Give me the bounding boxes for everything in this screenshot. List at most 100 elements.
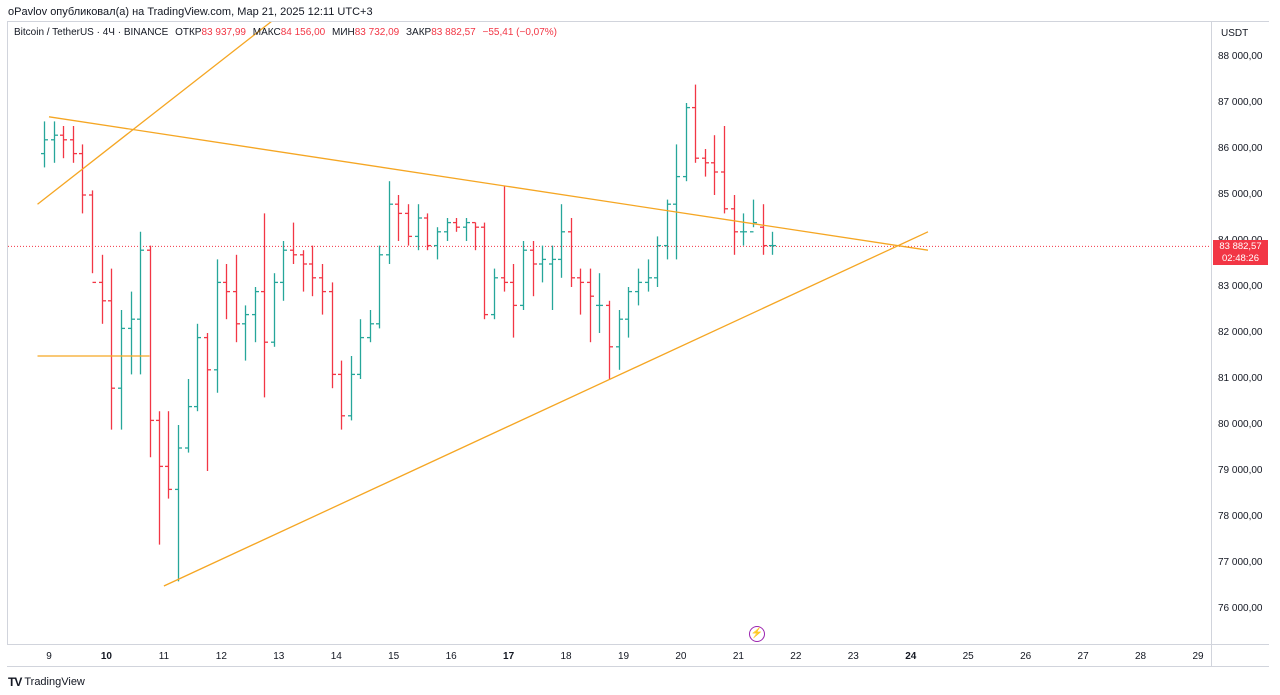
ohlc-bar[interactable] — [41, 121, 48, 168]
trendline — [48, 116, 929, 251]
ohlc-bar[interactable] — [156, 411, 163, 545]
ohlc-bar[interactable] — [510, 264, 517, 338]
ohlc-bar[interactable] — [463, 218, 470, 241]
ohlc-bar[interactable] — [769, 231, 776, 255]
legend-symbol[interactable]: Bitcoin / TetherUS · 4Ч · BINANCE — [14, 27, 169, 38]
ohlc-bar[interactable] — [348, 356, 355, 421]
ohlc-bar[interactable] — [147, 245, 154, 458]
ohlc-bar[interactable] — [309, 245, 316, 297]
ohlc-bar[interactable] — [128, 291, 135, 375]
ohlc-bar[interactable] — [367, 310, 374, 343]
ohlc-bar[interactable] — [185, 379, 192, 453]
ohlc-bar[interactable] — [214, 259, 221, 393]
ohlc-bar[interactable] — [587, 268, 594, 343]
ohlc-bar[interactable] — [319, 264, 326, 315]
ohlc-bar[interactable] — [530, 241, 537, 297]
time-tick-label: 23 — [847, 651, 859, 662]
price-tick-label: 82 000,00 — [1218, 327, 1263, 338]
time-tick-label: 19 — [617, 651, 630, 662]
ohlc-bar[interactable] — [357, 319, 364, 379]
ohlc-bar[interactable] — [721, 126, 728, 214]
time-tick-label: 21 — [732, 651, 744, 662]
ohlc-bar[interactable] — [539, 245, 546, 283]
ohlc-bar[interactable] — [108, 268, 115, 430]
ohlc-bar[interactable] — [280, 241, 287, 301]
ohlc-bar[interactable] — [491, 268, 498, 320]
ohlc-bar[interactable] — [558, 204, 565, 278]
ohlc-bar[interactable] — [204, 333, 211, 471]
ohlc-bar[interactable] — [702, 149, 709, 177]
ohlc-bar[interactable] — [271, 273, 278, 347]
ohlc-bar[interactable] — [645, 259, 652, 292]
ohlc-bar[interactable] — [79, 144, 86, 214]
ohlc-bar[interactable] — [549, 245, 556, 310]
ohlc-bar[interactable] — [740, 213, 747, 246]
ohlc-bar[interactable] — [415, 204, 422, 251]
ohlc-bar[interactable] — [194, 323, 201, 412]
ohlc-bar[interactable] — [711, 135, 718, 195]
ohlc-bar[interactable] — [405, 204, 412, 246]
ohlc-bar[interactable] — [654, 236, 661, 287]
ohlc-bar[interactable] — [472, 221, 479, 251]
ohlc-bar[interactable] — [683, 103, 690, 182]
ohlc-bar[interactable] — [118, 310, 125, 430]
ohlc-bar[interactable] — [223, 264, 230, 320]
ohlc-bar[interactable] — [261, 213, 268, 398]
time-tick-label: 11 — [158, 651, 170, 662]
ohlc-bar[interactable] — [760, 204, 767, 255]
ohlc-bar[interactable] — [70, 126, 77, 163]
time-tick-label: 12 — [215, 651, 227, 662]
ohlc-bar[interactable] — [501, 185, 508, 292]
ohlc-bar[interactable] — [606, 300, 613, 379]
ohlc-bar[interactable] — [596, 273, 603, 333]
ohlc-bar[interactable] — [568, 218, 575, 287]
ohlc-bar[interactable] — [750, 199, 757, 233]
ohlc-bar[interactable] — [673, 144, 680, 260]
ohlc-bar[interactable] — [577, 268, 584, 315]
trendline — [163, 231, 929, 587]
time-tick-label: 27 — [1077, 651, 1089, 662]
ohlc-bar[interactable] — [300, 250, 307, 292]
ohlc-bar[interactable] — [731, 195, 738, 255]
ohlc-bar[interactable] — [329, 282, 336, 389]
ohlc-bar[interactable] — [233, 254, 240, 343]
last-price-value: 83 882,57 — [1219, 241, 1262, 252]
ohlc-bar[interactable] — [99, 254, 106, 324]
time-tick-label: 24 — [905, 651, 917, 662]
ohlc-bar[interactable] — [692, 84, 699, 163]
ohlc-bar[interactable] — [338, 360, 345, 430]
time-tick-label: 20 — [675, 651, 687, 662]
currency-label[interactable]: USDT — [1221, 28, 1249, 39]
ohlc-bar[interactable] — [625, 287, 632, 338]
time-tick-label: 25 — [962, 651, 974, 662]
ohlc-bar[interactable] — [89, 190, 96, 284]
ohlc-bar[interactable] — [520, 241, 527, 310]
ohlc-bar[interactable] — [242, 305, 249, 361]
legend-open-value: 83 937,99 — [201, 27, 246, 38]
ohlc-bar[interactable] — [386, 181, 393, 264]
ohlc-bar[interactable] — [635, 268, 642, 306]
ohlc-bar[interactable] — [424, 213, 431, 251]
ohlc-bar[interactable] — [60, 126, 67, 159]
ohlc-bar[interactable] — [252, 287, 259, 343]
legend-close-value: 83 882,57 — [431, 27, 476, 38]
ohlc-bar[interactable] — [481, 222, 488, 320]
ohlc-bar[interactable] — [290, 222, 297, 264]
price-tick-label: 87 000,00 — [1218, 97, 1263, 108]
ohlc-bar[interactable] — [664, 199, 671, 260]
ohlc-bar[interactable] — [137, 231, 144, 375]
ohlc-bar[interactable] — [51, 121, 58, 163]
ohlc-bar[interactable] — [376, 245, 383, 329]
legend-change-value: −55,41 (−0,07%) — [482, 27, 558, 38]
lightning-icon[interactable]: ⚡ — [749, 626, 765, 642]
time-tick-label: 13 — [273, 651, 285, 662]
ohlc-bar[interactable] — [616, 310, 623, 370]
ohlc-bar[interactable] — [434, 227, 441, 260]
tradingview-brand[interactable]: TV TradingView — [8, 675, 85, 689]
ohlc-bar[interactable] — [444, 218, 451, 241]
ohlc-bar[interactable] — [175, 425, 182, 582]
ohlc-bar[interactable] — [165, 411, 172, 499]
ohlc-bar[interactable] — [453, 218, 460, 232]
ohlc-bar[interactable] — [395, 195, 402, 241]
